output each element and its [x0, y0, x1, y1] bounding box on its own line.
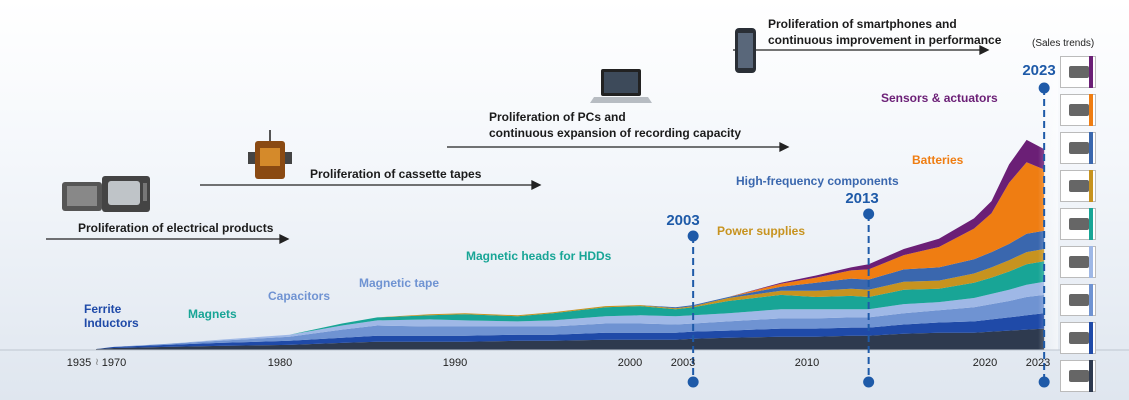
- sales-thumbnail-color-3: [1089, 170, 1093, 202]
- area-series-3: [96, 281, 1045, 349]
- area-series-4: [96, 261, 1045, 349]
- sales-thumbnail-color-4: [1089, 208, 1093, 240]
- marker-label-2023: 2023: [1022, 62, 1056, 79]
- tick-2020: 2020: [972, 357, 998, 369]
- sales-thumbnail-color-6: [1089, 284, 1093, 316]
- component-image: [1069, 218, 1089, 230]
- sales-trends-caption: (Sales trends): [1032, 38, 1095, 49]
- series-label-ferrite: Ferrite Inductors: [84, 302, 139, 330]
- area-series-2: [96, 294, 1045, 349]
- tick-1980: 1980: [267, 357, 293, 369]
- component-image: [1069, 256, 1089, 268]
- era-label-cassette: Proliferation of cassette tapes: [310, 167, 482, 181]
- component-image: [1069, 294, 1089, 306]
- series-label-power: Power supplies: [717, 224, 806, 238]
- era-label-electrical: Proliferation of electrical products: [78, 221, 274, 235]
- area-series-1: [96, 313, 1045, 349]
- era-label-pcs: Proliferation of PCs and continuous expa…: [489, 110, 742, 140]
- tick-2010: 2010: [794, 357, 820, 369]
- marker-label-2013: 2013: [845, 190, 879, 207]
- component-image: [1069, 332, 1089, 344]
- component-image: [1069, 180, 1089, 192]
- sales-thumbnail-color-0: [1089, 56, 1093, 88]
- series-label-batteries: Batteries: [912, 153, 964, 167]
- sales-thumbnail-color-2: [1089, 132, 1093, 164]
- marker-label-2003: 2003: [666, 212, 700, 229]
- component-image: [1069, 370, 1089, 382]
- axis-break-icon: ≀: [95, 357, 99, 368]
- series-label-magnets: Magnets: [188, 307, 237, 321]
- area-series-0: [96, 328, 1045, 350]
- marker-dot-2003-bottom: [687, 376, 699, 388]
- tick-2000: 2000: [617, 357, 643, 369]
- sales-thumbnail-color-8: [1089, 360, 1093, 392]
- series-label-ferrite-line1: Ferrite: [84, 302, 122, 316]
- series-label-hdd-heads: Magnetic heads for HDDs: [466, 249, 612, 263]
- era-label-smartphones: Proliferation of smartphones and continu…: [768, 17, 1002, 47]
- sales-thumbnail-color-5: [1089, 246, 1093, 278]
- tick-1970: 1970: [101, 357, 127, 369]
- cassette-player-icon: [248, 130, 292, 179]
- laptop-icon: [590, 69, 652, 103]
- series-label-high-frequency: High-frequency components: [736, 174, 899, 188]
- television-icon: [62, 176, 150, 212]
- series-label-capacitors: Capacitors: [268, 289, 331, 303]
- component-image: [1069, 142, 1089, 154]
- tick-2023: 2023: [1025, 357, 1051, 369]
- component-image: [1069, 66, 1089, 78]
- series-label-ferrite-line2: Inductors: [84, 316, 139, 330]
- smartphone-icon: [735, 28, 756, 73]
- tick-1935: 1935: [66, 357, 92, 369]
- marker-dot-2023-bottom: [1038, 376, 1050, 388]
- marker-dot-2013-top: [863, 208, 875, 220]
- tick-1990: 1990: [442, 357, 468, 369]
- marker-dot-2023-top: [1038, 82, 1050, 94]
- series-label-sensors: Sensors & actuators: [881, 91, 998, 105]
- series-label-magnetic-tape: Magnetic tape: [359, 276, 440, 290]
- component-image: [1069, 104, 1089, 116]
- sales-thumbnail-color-7: [1089, 322, 1093, 354]
- tick-2003: 2003: [670, 357, 696, 369]
- marker-dot-2003-top: [687, 230, 699, 242]
- marker-dot-2013-bottom: [863, 376, 875, 388]
- sales-thumbnail-color-1: [1089, 94, 1093, 126]
